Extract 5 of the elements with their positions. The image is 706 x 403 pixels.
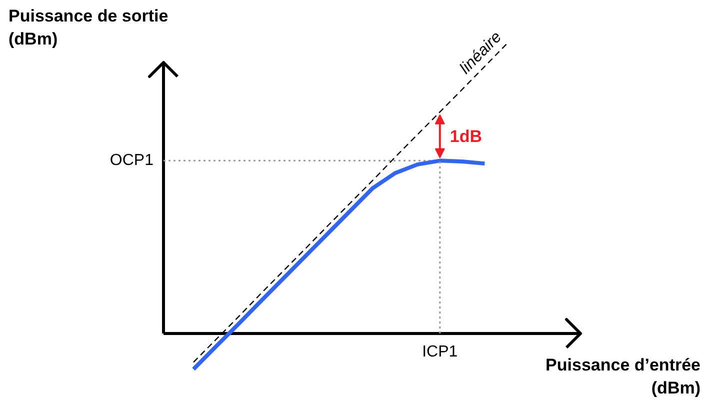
y-axis-title: Puissance de sortie (dBm) [8,6,168,48]
annotation: 1dB [450,126,482,146]
x-axis-title: Puissance d’entrée (dBm) [546,356,701,398]
ref-line-label: OCP1 [110,152,154,170]
annotation: ICP1 [422,344,458,360]
